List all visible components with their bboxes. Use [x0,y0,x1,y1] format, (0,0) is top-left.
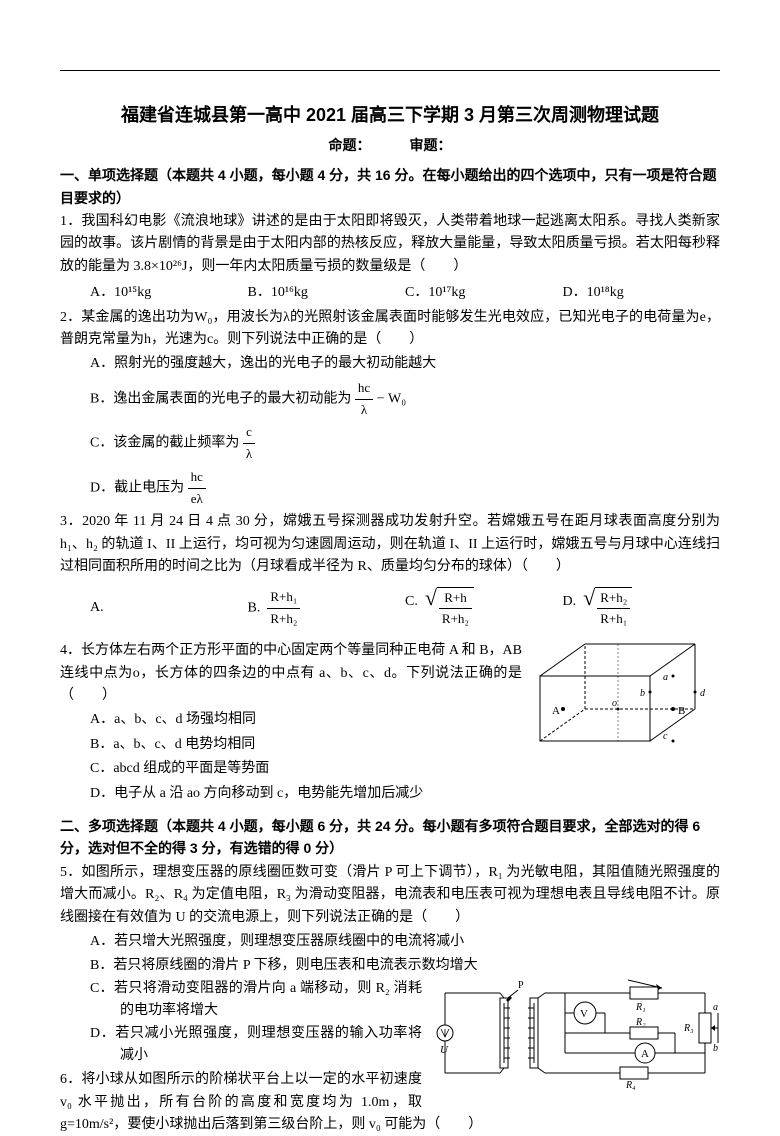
label-B: B [678,705,685,717]
label-R4: R₄ [625,1080,636,1091]
q2c-pre: C．该金属的截止频率为 [90,436,239,451]
label-A: A [552,705,560,717]
q2b-suf: − W₀ [377,391,407,406]
q6-text: 6．将小球从如图所示的阶梯状平台上以一定的水平初速度 v₀ 水平抛出，所有台阶的… [60,1072,482,1132]
label-a: a [663,672,668,683]
num: hc [188,467,206,489]
q1-options: A．10¹⁵kg B．10¹⁶kg C．10¹⁷kg D．10¹⁸kg [60,282,720,304]
q2b-pre: B．逸出金属表面的光电子的最大初动能为 [90,391,351,406]
q1-opt-a: A．10¹⁵kg [90,282,248,304]
frac-hc-elambda: hc eλ [188,467,206,510]
frac-b: R+h₁ R+h₂ [267,587,300,630]
label-d: d [700,688,706,699]
author-label: 命题： [329,137,371,153]
q2-text: 2．某金属的逸出功为W₀，用波长为λ的光照射该金属表面时能够发生光电效应，已知光… [60,310,720,347]
label-V: V [580,1008,588,1020]
label-a: a [713,1002,718,1013]
label-A: A [641,1048,649,1060]
q1-opt-c: C．10¹⁷kg [405,282,563,304]
sqrt-c: √ R+h R+h₂ [425,587,474,631]
num: c [243,422,255,444]
label-b: b [640,688,645,699]
q1-opt-b: B．10¹⁶kg [248,282,406,304]
frac-d: R+h₂ R+h₁ [597,588,630,631]
den: R+h₂ [267,609,300,630]
question-2: 2．某金属的逸出功为W₀，用波长为λ的光照射该金属表面时能够发生光电效应，已知光… [60,307,720,510]
frac-hc-lambda: hc λ [355,378,373,421]
den: λ [243,444,255,465]
label-R2: R₂ [635,1017,646,1028]
section-1-header: 一、单项选择题（本题共 4 小题，每小题 4 分，共 16 分。在每小题给出的四… [60,164,720,209]
q1-opt-d: D．10¹⁸kg [563,282,721,304]
q3-text: 3．2020 年 11 月 24 日 4 点 30 分，嫦娥五号探测器成功发射升… [60,514,720,574]
label-b: b [713,1043,718,1054]
num: hc [355,378,373,400]
sqrt-d: √ R+h₂ R+h₁ [583,587,632,631]
sqrt-sign: √ [425,587,437,631]
top-rule [60,70,720,71]
question-5: 5．如图所示，理想变压器的原线圈匝数可变（滑片 P 可上下调节），R₁ 为光敏电… [60,862,720,1068]
frac-c: R+h R+h₂ [439,588,472,631]
subtitle: 命题： 审题： [60,134,720,156]
den: R+h₁ [597,609,630,630]
q1-text: 1．我国科幻电影《流浪地球》讲述的是由于太阳即将毁灭，人类带着地球一起逃离太阳系… [60,214,720,274]
q3-opt-b: B. R+h₁ R+h₂ [248,587,406,630]
label-R3: R₃ [683,1023,694,1034]
q2-opt-a: A．照射光的强度越大，逸出的光电子的最大初动能越大 [60,353,720,375]
question-3: 3．2020 年 11 月 24 日 4 点 30 分，嫦娥五号探测器成功发射升… [60,511,720,630]
q2-opt-b: B．逸出金属表面的光电子的最大初动能为 hc λ − W₀ [60,378,720,421]
exam-title: 福建省连城县第一高中 2021 届高三下学期 3 月第三次周测物理试题 [60,101,720,130]
section-2-header: 二、多项选择题（本题共 4 小题，每小题 6 分，共 24 分。每小题有多项符合… [60,815,720,860]
label-R1: R₁ [635,1002,646,1013]
q2-opt-c: C．该金属的截止频率为 c λ [60,422,720,465]
frac-c-lambda: c λ [243,422,255,465]
num: R+h [439,588,472,610]
q3-options: A. B. R+h₁ R+h₂ C. √ R+h R+h₂ D. [60,587,720,631]
q4-opt-c: C．abcd 组成的平面是等势面 [60,758,720,780]
circuit-figure: U P R₁ [430,978,720,1093]
sqrt-sign: √ [583,587,595,631]
q2-opt-d: D．截止电压为 hc eλ [60,467,720,510]
question-1: 1．我国科幻电影《流浪地球》讲述的是由于太阳即将毁灭，人类带着地球一起逃离太阳系… [60,211,720,305]
q5-opt-a: A．若只增大光照强度，则理想变压器原线圈中的电流将减小 [60,931,720,953]
q2d-pre: D．截止电压为 [90,480,184,495]
label-P: P [518,980,524,991]
question-4: A B a b c d o 4．长方体左右两个正方形平面的中心固定两个等量同种正… [60,640,720,805]
q5-text: 5．如图所示，理想变压器的原线圈匝数可变（滑片 P 可上下调节），R₁ 为光敏电… [60,865,720,925]
label-o: o [612,698,617,709]
q3-opt-d: D. √ R+h₂ R+h₁ [563,587,721,631]
q3d-label: D. [563,594,577,609]
q3c-label: C. [405,594,418,609]
q4-text: 4．长方体左右两个正方形平面的中心固定两个等量同种正电荷 A 和 B，AB 连线… [60,643,522,703]
q3b-label: B. [248,601,261,616]
num: R+h₂ [597,588,630,610]
cuboid-figure: A B a b c d o [530,636,720,746]
den: R+h₂ [439,609,472,630]
num: R+h₁ [267,587,300,609]
den: λ [355,400,373,421]
q5-opt-b: B．若只将原线圈的滑片 P 下移，则电压表和电流表示数均增大 [60,955,720,977]
q3-opt-c: C. √ R+h R+h₂ [405,587,563,631]
label-c: c [663,731,668,742]
den: eλ [188,489,206,510]
q3-opt-a: A. [90,597,248,619]
q4-opt-d: D．电子从 a 沿 ao 方向移动到 c，电势能先增加后减少 [60,783,720,805]
reviewer-label: 审题： [409,137,451,153]
